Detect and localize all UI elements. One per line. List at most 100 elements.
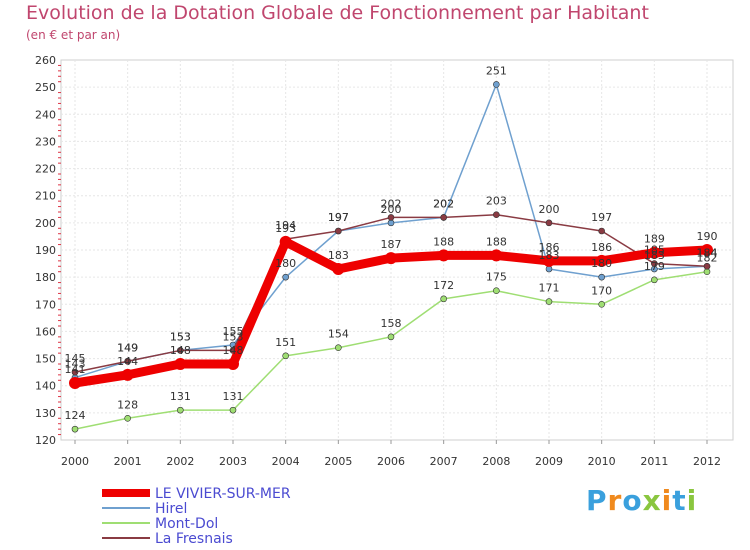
data-label-1-2007: 202 <box>433 197 454 210</box>
data-label-2-2009: 171 <box>539 282 560 295</box>
data-label-3-2010: 197 <box>591 211 612 224</box>
y-tick-label-180: 180 <box>35 271 56 284</box>
y-tick-label-190: 190 <box>35 244 56 257</box>
data-point-0-2007 <box>437 249 450 262</box>
data-label-2-2002: 131 <box>170 390 191 403</box>
data-label-0-2004: 193 <box>275 222 296 235</box>
data-point-0-2005 <box>332 263 345 275</box>
data-point-2-2009 <box>545 298 553 305</box>
legend-label-2: Mont-Dol <box>155 516 218 532</box>
data-label-1-2000: 143 <box>65 358 86 371</box>
y-tick-label-150: 150 <box>35 353 56 366</box>
data-label-3-2009: 200 <box>539 203 560 216</box>
data-label-3-2000: 145 <box>65 352 86 365</box>
proxiti-logo: Proxiti <box>586 484 697 517</box>
data-point-3-2008 <box>493 211 500 219</box>
logo-letter: o <box>622 484 643 517</box>
data-label-2-2010: 170 <box>591 284 612 297</box>
data-label-0-2009: 186 <box>539 241 560 254</box>
x-tick-label-2002: 2002 <box>166 455 194 468</box>
data-label-2-2005: 154 <box>328 328 349 341</box>
data-point-2-2003 <box>229 406 237 414</box>
data-label-2-2011: 179 <box>644 260 665 273</box>
x-tick-label-2007: 2007 <box>430 455 458 468</box>
data-point-1-2006 <box>387 219 395 227</box>
chart-subtitle: (en € et par an) <box>26 28 121 42</box>
x-tick-label-2011: 2011 <box>640 455 668 468</box>
data-label-3-2001: 149 <box>117 341 138 354</box>
y-tick-label-220: 220 <box>35 163 56 176</box>
data-point-0-2011 <box>648 246 661 259</box>
data-label-2-2000: 124 <box>65 409 86 422</box>
x-tick-label-2006: 2006 <box>377 455 405 468</box>
data-label-3-2004: 194 <box>275 219 296 232</box>
y-tick-label-240: 240 <box>35 108 56 121</box>
data-point-0-2008 <box>490 249 503 262</box>
logo-letter: P <box>586 484 608 517</box>
data-label-0-2006: 187 <box>381 238 402 251</box>
data-point-2-2000 <box>71 425 79 433</box>
data-label-3-2002: 153 <box>170 330 191 343</box>
data-point-3-2005 <box>335 227 342 235</box>
data-label-3-2007: 202 <box>433 197 454 210</box>
x-axis: 2000 2001 2002 2003 2004 2005 2006 2007 2008 2009… <box>61 440 721 468</box>
y-tick-label-260: 260 <box>35 54 56 67</box>
data-label-1-2012: 184 <box>697 246 718 259</box>
data-label-2-2008: 175 <box>486 271 507 284</box>
data-label-2-2007: 172 <box>433 279 454 292</box>
y-tick-label-170: 170 <box>35 298 56 311</box>
data-point-2-2001 <box>124 414 131 422</box>
y-tick-label-160: 160 <box>35 325 56 338</box>
data-point-3-2002 <box>177 347 184 354</box>
data-point-2-2005 <box>335 344 342 352</box>
data-label-1-2003: 155 <box>223 325 244 338</box>
data-point-0-2000 <box>69 377 81 389</box>
legend-label-0: LE VIVIER-SUR-MER <box>155 486 291 502</box>
data-label-0-2005: 183 <box>328 249 349 262</box>
x-tick-label-2010: 2010 <box>588 455 616 468</box>
data-label-0-2000: 141 <box>65 363 86 376</box>
data-point-3-2011 <box>651 260 658 267</box>
data-point-2-2007 <box>440 295 447 303</box>
data-label-3-2012: 184 <box>697 246 718 259</box>
data-label-2-2004: 151 <box>275 336 296 349</box>
data-label-1-2009: 183 <box>539 249 560 262</box>
data-label-1-2011: 183 <box>644 249 665 262</box>
data-point-2-2008 <box>493 287 500 295</box>
legend-label-3: La Fresnais <box>155 531 233 547</box>
data-label-1-2002: 153 <box>170 330 191 343</box>
y-tick-label-250: 250 <box>35 81 56 94</box>
data-label-1-2006: 200 <box>381 203 402 216</box>
logo-letter: i <box>661 484 673 517</box>
x-tick-label-2009: 2009 <box>535 455 563 468</box>
data-label-0-2001: 144 <box>117 355 138 368</box>
y-tick-label-230: 230 <box>35 135 56 148</box>
x-tick-label-2005: 2005 <box>324 455 352 468</box>
data-point-3-2007 <box>440 214 447 221</box>
data-point-3-2001 <box>124 357 131 365</box>
data-label-1-2008: 251 <box>486 64 507 77</box>
data-point-0-2012 <box>701 244 713 256</box>
data-point-1-2004 <box>282 273 289 281</box>
data-point-3-2009 <box>545 219 553 227</box>
data-point-2-2004 <box>282 352 289 360</box>
data-point-2-2010 <box>598 300 605 308</box>
data-point-0-2009 <box>543 254 555 267</box>
logo-letter: i <box>686 484 698 517</box>
data-point-2-2011 <box>651 276 658 284</box>
x-tick-label-2000: 2000 <box>61 455 89 468</box>
x-tick-label-2003: 2003 <box>219 455 247 468</box>
data-label-3-2011: 185 <box>644 244 665 257</box>
logo-letter: t <box>672 484 687 517</box>
y-tick-label-210: 210 <box>35 190 56 203</box>
data-point-0-2001 <box>121 368 134 381</box>
data-label-3-2006: 202 <box>381 197 402 210</box>
data-point-3-2006 <box>387 214 395 221</box>
data-label-0-2002: 148 <box>170 344 191 357</box>
logo-letter: x <box>642 484 662 517</box>
x-tick-label-2012: 2012 <box>693 455 721 468</box>
data-label-1-2001: 149 <box>117 341 138 354</box>
